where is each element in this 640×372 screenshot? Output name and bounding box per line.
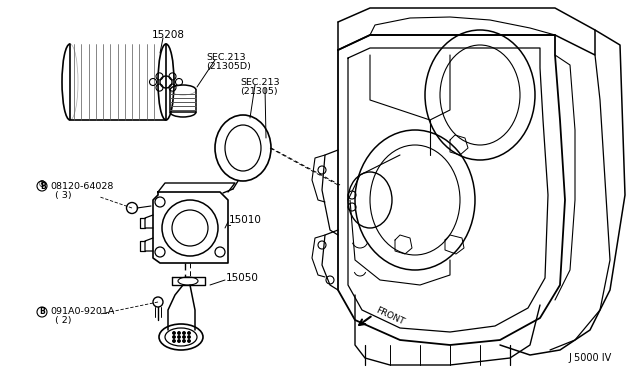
Text: FRONT: FRONT xyxy=(374,305,406,327)
Circle shape xyxy=(182,331,186,334)
Text: B: B xyxy=(39,308,45,317)
Circle shape xyxy=(188,331,191,334)
Circle shape xyxy=(182,336,186,339)
Circle shape xyxy=(182,340,186,343)
Text: (21305D): (21305D) xyxy=(206,61,251,71)
Text: SEC.213: SEC.213 xyxy=(206,52,246,61)
Circle shape xyxy=(177,336,180,339)
Text: 15208: 15208 xyxy=(152,30,185,40)
Text: (21305): (21305) xyxy=(240,87,278,96)
Text: 15010: 15010 xyxy=(229,215,262,225)
Circle shape xyxy=(177,340,180,343)
Text: 08120-64028: 08120-64028 xyxy=(50,182,113,190)
Text: J 5000 IV: J 5000 IV xyxy=(568,353,611,363)
Circle shape xyxy=(173,331,175,334)
Text: 15050: 15050 xyxy=(226,273,259,283)
Text: B: B xyxy=(40,182,46,190)
Circle shape xyxy=(173,340,175,343)
Text: 091A0-9201A: 091A0-9201A xyxy=(50,307,115,315)
Text: SEC.213: SEC.213 xyxy=(240,77,280,87)
Circle shape xyxy=(173,336,175,339)
Text: ®: ® xyxy=(38,180,46,189)
Circle shape xyxy=(188,340,191,343)
Text: ( 3): ( 3) xyxy=(55,190,72,199)
Circle shape xyxy=(177,331,180,334)
Text: ( 2): ( 2) xyxy=(55,315,72,324)
Circle shape xyxy=(188,336,191,339)
